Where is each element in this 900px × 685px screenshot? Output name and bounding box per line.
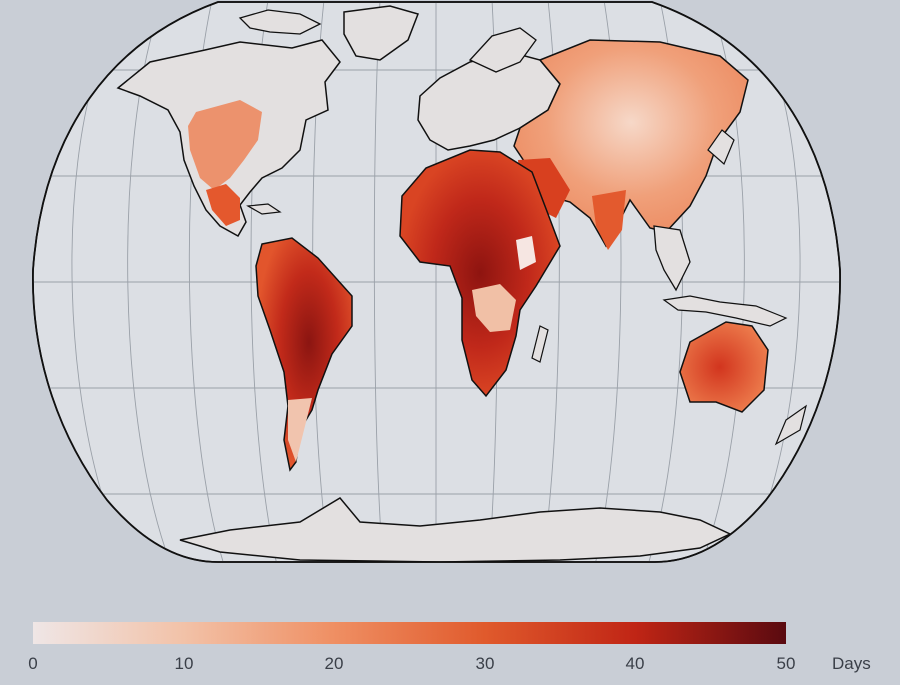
mexico-heat <box>206 184 240 226</box>
africa <box>399 149 561 398</box>
japan <box>707 129 735 166</box>
new-zealand <box>774 404 807 446</box>
australia <box>679 321 769 413</box>
legend-tick: 40 <box>625 654 645 673</box>
asia <box>513 39 749 248</box>
legend-tick: 50 <box>776 654 796 673</box>
colorbar <box>33 622 786 644</box>
world-map <box>32 1 841 563</box>
north-america-heat <box>188 100 262 190</box>
caribbean <box>246 203 282 215</box>
legend-tick: 0 <box>28 654 38 673</box>
south-america-south <box>288 398 312 462</box>
color-legend: 0 10 20 30 40 50 Days <box>0 600 900 685</box>
legend-tick: 10 <box>174 654 194 673</box>
legend-unit: Days <box>832 654 871 673</box>
india-heat <box>592 190 626 250</box>
legend-tick: 20 <box>324 654 344 673</box>
madagascar <box>531 325 549 363</box>
southeast-asia <box>653 225 691 292</box>
east-africa-light <box>472 284 516 332</box>
antarctica <box>179 497 732 562</box>
legend-tick: 30 <box>475 654 495 673</box>
horn-light <box>516 236 536 270</box>
arctic-islands <box>238 9 322 35</box>
scandinavia <box>468 27 537 73</box>
greenland <box>343 5 419 61</box>
indonesia <box>662 295 788 327</box>
